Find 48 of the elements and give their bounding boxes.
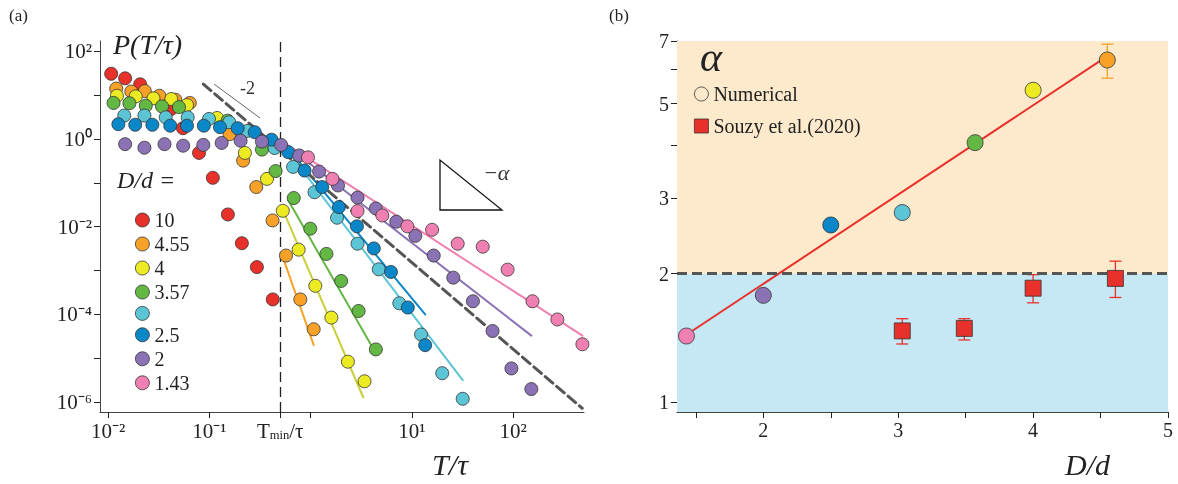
y-tick-label: 10⁻⁶: [56, 390, 92, 415]
chart-title: (a): [9, 6, 28, 25]
y-tick-label: 10⁻²: [57, 214, 92, 239]
x-tick-label: 4: [1028, 419, 1039, 441]
point: [1024, 81, 1042, 99]
point: [678, 327, 695, 345]
y-tick-label: 7: [659, 30, 669, 52]
point: [955, 320, 973, 337]
x-axis-title: T/τ: [432, 447, 470, 481]
x-tick-label: 10¹: [398, 418, 426, 443]
y-tick-label: 3: [659, 187, 669, 210]
annotation: −α: [483, 160, 510, 186]
y-axis-title: α: [700, 34, 723, 80]
legend-label: 2: [154, 347, 165, 370]
x-tick-label: Tmin/τ: [256, 418, 304, 443]
chart-title: (b): [609, 6, 629, 25]
legend-label: Souzy et al.(2020): [713, 115, 861, 138]
x-tick-label: 3: [893, 419, 904, 441]
legend-label: 3.57: [154, 281, 190, 303]
legend-title: D/d =: [116, 167, 176, 193]
legend-label: Numerical: [713, 83, 799, 105]
x-axis-title: D/d: [1064, 447, 1111, 481]
annotation: -2: [240, 78, 255, 99]
y-tick-label: 5: [659, 92, 669, 115]
x-tick-label: 5: [1163, 419, 1173, 441]
legend-label: 4.55: [154, 233, 190, 255]
x-tick-label: 10⁻²: [91, 418, 126, 443]
y-tick-label: 1: [659, 391, 669, 414]
y-axis-title: P(T/τ): [112, 28, 183, 60]
legend-label: 10: [154, 209, 175, 231]
point: [1106, 270, 1124, 287]
legend-label: 1.43: [154, 371, 190, 394]
point: [822, 216, 840, 234]
x-tick-label: 2: [758, 419, 769, 441]
point: [1024, 279, 1042, 297]
legend-label: 4: [154, 257, 165, 279]
point: [966, 134, 984, 152]
point: [754, 286, 772, 304]
y-tick-label: 10²: [64, 39, 92, 64]
y-tick-label: 10⁻⁴: [56, 302, 92, 327]
y-tick-label: 2: [659, 262, 669, 285]
point: [893, 322, 911, 340]
y-tick-label: 10⁰: [64, 126, 92, 151]
legend-label: 2.5: [154, 323, 180, 346]
x-tick-label: 10⁻¹: [192, 418, 227, 443]
point: [1098, 51, 1116, 69]
x-tick-label: 10²: [499, 418, 527, 443]
point: [893, 204, 911, 221]
